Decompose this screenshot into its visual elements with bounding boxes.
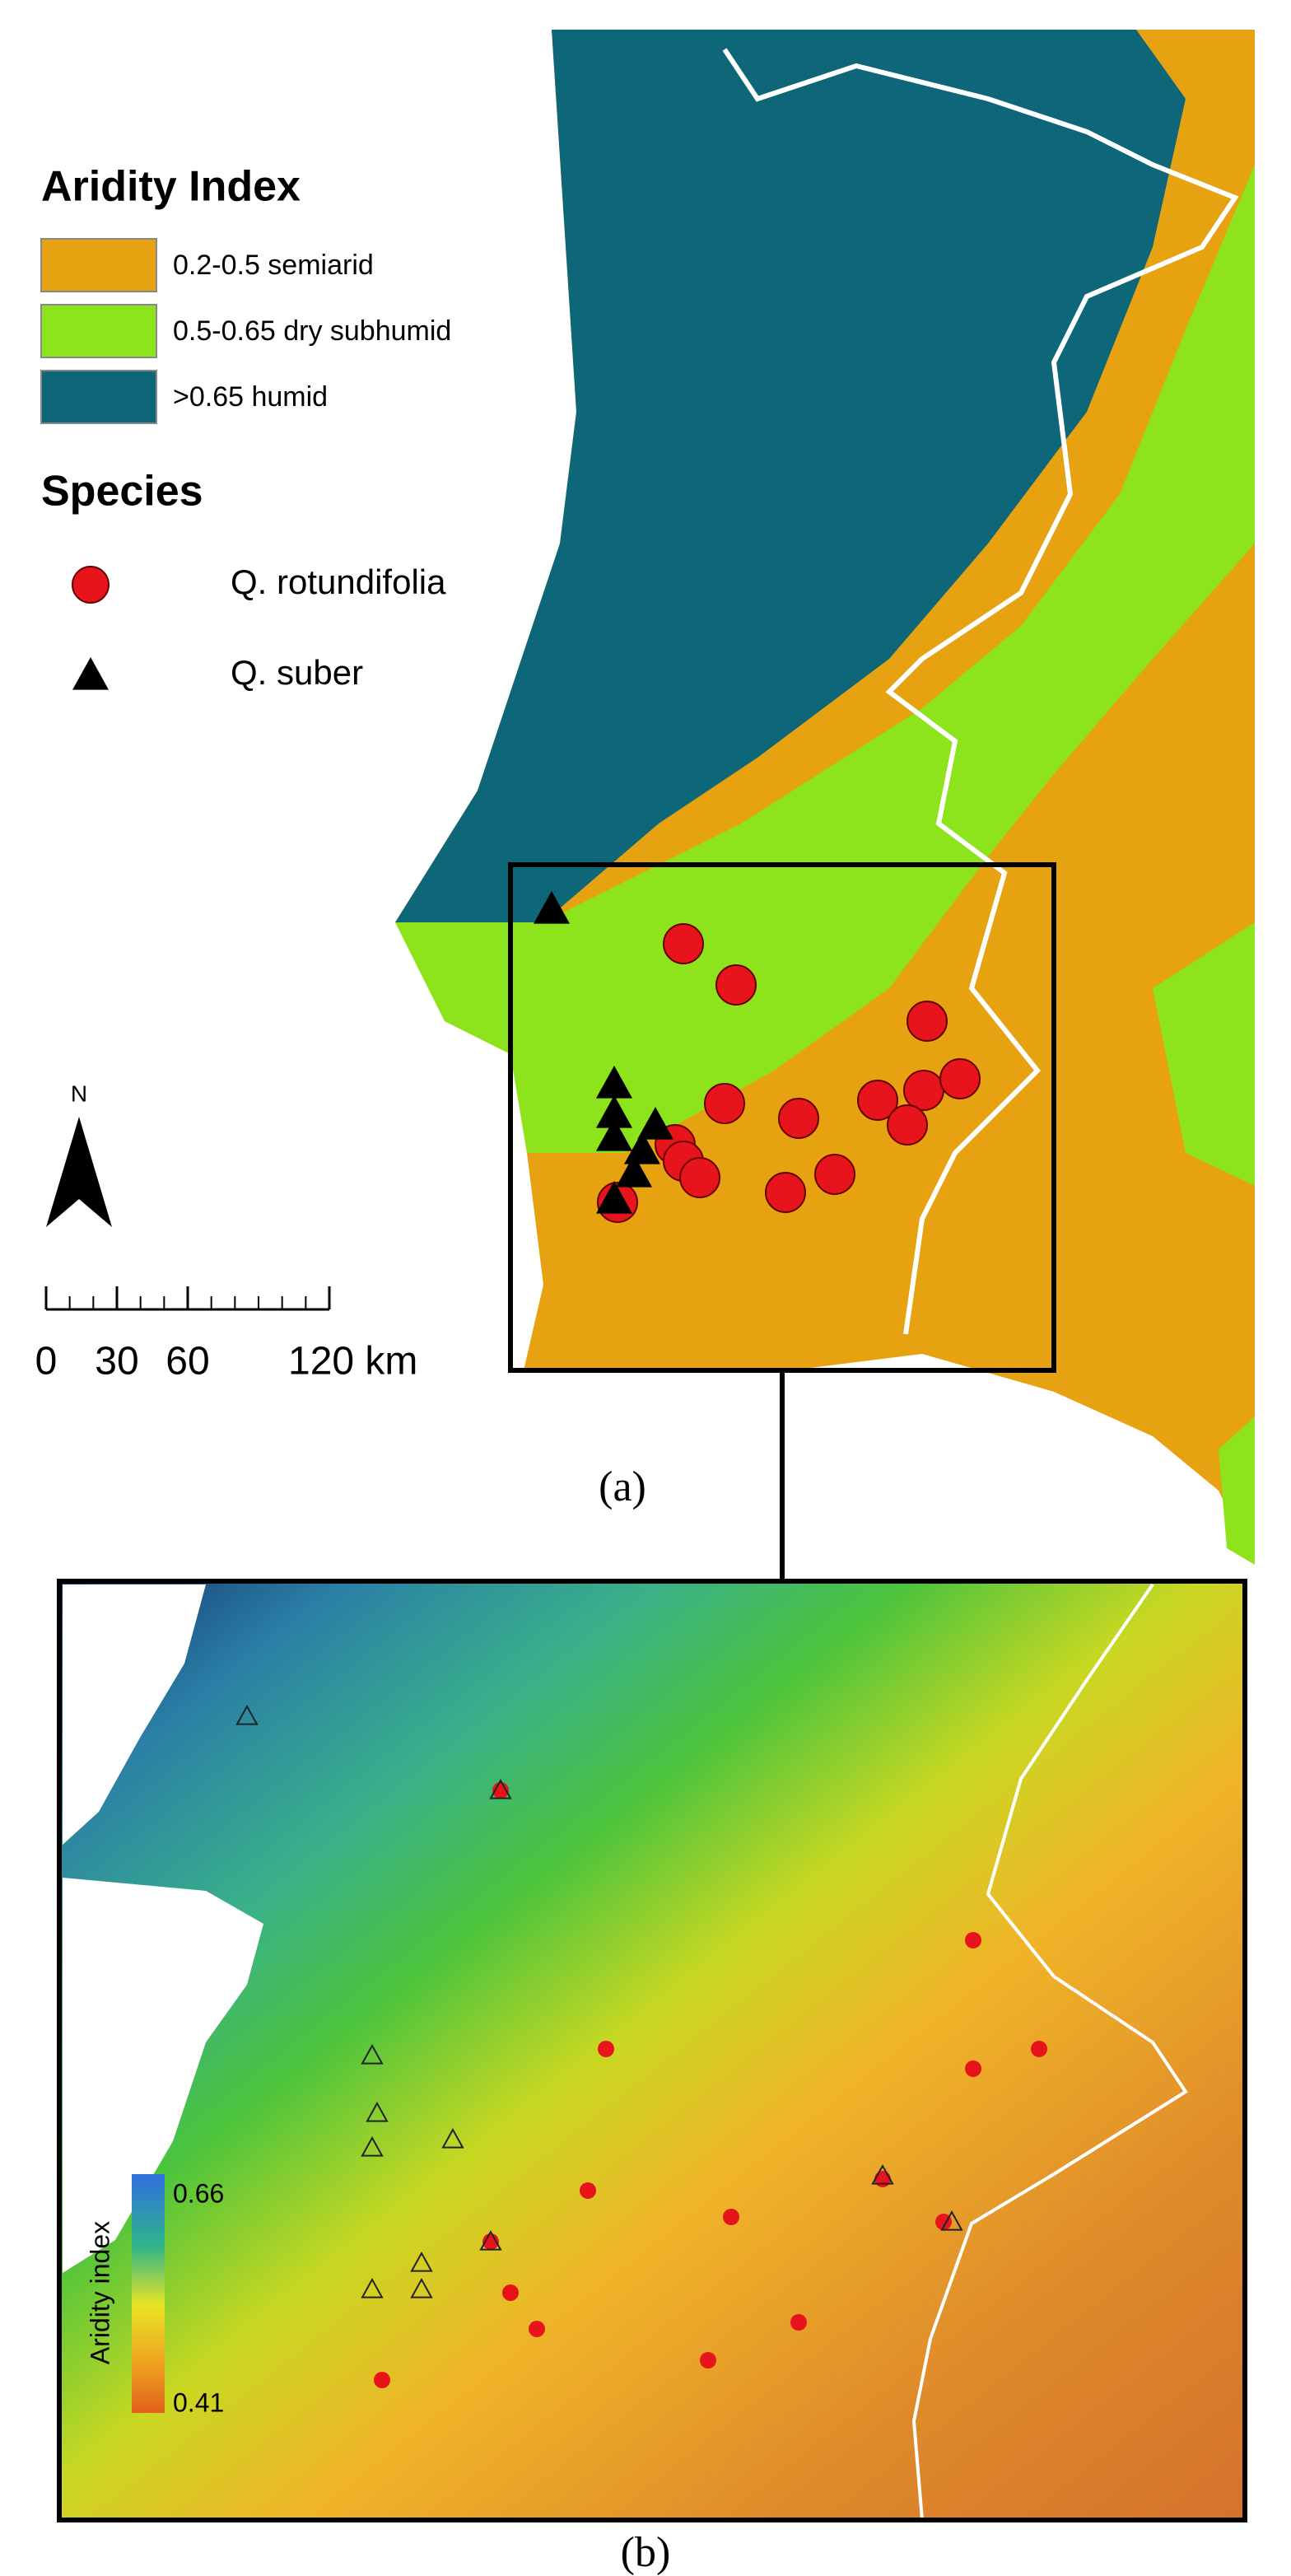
- site: [489, 1778, 512, 1799]
- site: [871, 2163, 894, 2185]
- legend-title: Species: [41, 468, 203, 516]
- colorbar-min: 0.41: [173, 2387, 224, 2417]
- site: [596, 1118, 632, 1151]
- colorbar-max: 0.66: [173, 2178, 224, 2208]
- site: [410, 2277, 433, 2298]
- scale-label: 120 km: [288, 1340, 417, 1384]
- ocean: [63, 1584, 206, 1845]
- aridity-raster: [59, 1581, 1245, 2520]
- site: [441, 2127, 464, 2149]
- site: [765, 1172, 806, 1213]
- dry-subhumid-zone: [1219, 1416, 1255, 1565]
- site: [580, 2182, 596, 2199]
- site: [235, 1704, 259, 1725]
- site: [1031, 2041, 1047, 2057]
- site: [700, 2352, 716, 2368]
- site: [903, 1070, 944, 1111]
- map-a: [395, 30, 1255, 1565]
- legend-label: 0.5-0.65 dry subhumid: [173, 315, 451, 347]
- legend-label: >0.65 humid: [173, 381, 328, 413]
- site: [778, 1098, 819, 1139]
- map-b: [57, 1579, 1247, 2522]
- site: [598, 2041, 614, 2057]
- site: [723, 2209, 739, 2225]
- site: [637, 1107, 673, 1140]
- legend-marker: [72, 657, 109, 690]
- site: [790, 2314, 807, 2331]
- legend-swatch: [40, 304, 157, 358]
- site: [939, 1058, 981, 1099]
- site: [479, 2229, 502, 2251]
- site: [906, 1001, 948, 1042]
- legend-marker: [72, 566, 110, 604]
- site: [679, 1157, 720, 1198]
- legend-title: Aridity Index: [41, 163, 301, 211]
- site: [857, 1080, 898, 1121]
- colorbar: [132, 2174, 165, 2413]
- humid-zone: [395, 30, 1186, 922]
- panel-b-frame: [57, 1579, 1247, 2522]
- site: [715, 964, 757, 1006]
- legend-label: Q. rotundifolia: [231, 562, 446, 601]
- border: [722, 48, 1239, 1335]
- site: [361, 2043, 384, 2065]
- ocean: [63, 1878, 263, 2273]
- site: [616, 1155, 652, 1188]
- scale-label: 0: [35, 1340, 58, 1384]
- scale-label: 30: [95, 1340, 138, 1384]
- north-label: N: [71, 1080, 87, 1106]
- north-arrow: [46, 1117, 112, 1227]
- legend-label: 0.2-0.5 semiarid: [173, 250, 374, 281]
- legend-swatch: [40, 370, 157, 424]
- site: [502, 2284, 519, 2301]
- site: [596, 1095, 632, 1128]
- caption: (b): [621, 2529, 671, 2576]
- site: [704, 1083, 745, 1124]
- site: [965, 2060, 981, 2077]
- site: [596, 1066, 632, 1099]
- site: [940, 2210, 963, 2231]
- site: [874, 2171, 891, 2187]
- site: [814, 1154, 855, 1195]
- site: [663, 923, 704, 964]
- site: [534, 891, 570, 924]
- site: [529, 2321, 545, 2337]
- site: [361, 2135, 384, 2157]
- caption: (a): [599, 1463, 646, 1510]
- site: [965, 1932, 981, 1948]
- site: [596, 1181, 632, 1214]
- legend-swatch: [40, 238, 157, 292]
- legend-label: Q. suber: [231, 653, 363, 692]
- site: [361, 2277, 384, 2298]
- scale-label: 60: [165, 1340, 209, 1384]
- site: [887, 1104, 928, 1146]
- site: [410, 2251, 433, 2272]
- colorbar-label: Aridity index: [85, 2221, 114, 2364]
- site: [366, 2101, 389, 2122]
- site: [374, 2372, 390, 2388]
- border: [911, 1583, 1188, 2521]
- dry-subhumid-zone: [395, 165, 1255, 1153]
- site: [624, 1132, 660, 1164]
- dry-subhumid-zone: [1153, 922, 1255, 1186]
